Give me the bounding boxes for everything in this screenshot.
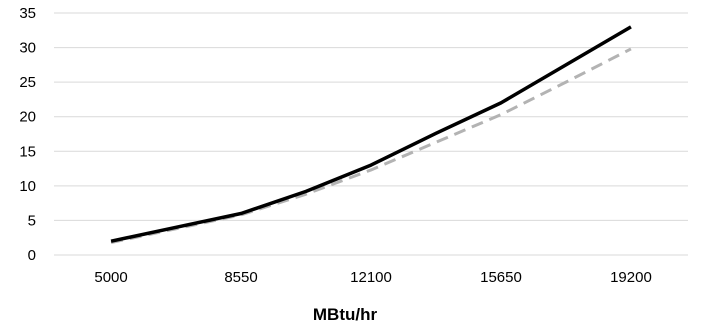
x-tick-label: 15650 [480,269,522,286]
gridlines [54,12,688,256]
y-tick-label: 35 [19,5,36,22]
series-lines [110,25,632,245]
x-axis-ticks: 5000 8550 12100 15650 19200 [94,269,651,286]
series-line-solid [110,25,632,243]
series-line-dashed [110,47,632,245]
x-tick-label: 12100 [350,269,392,286]
y-tick-label: 15 [19,143,36,160]
y-tick-label: 25 [19,74,36,91]
y-tick-label: 30 [19,40,36,57]
y-tick-label: 10 [19,178,36,195]
x-axis-label: MBtu/hr [313,305,378,324]
y-tick-label: 20 [19,109,36,126]
y-axis-ticks: 0 5 10 15 20 25 30 35 [19,5,36,264]
x-tick-label: 5000 [94,269,127,286]
x-tick-label: 19200 [610,269,652,286]
x-tick-label: 8550 [224,269,257,286]
y-tick-label: 5 [28,212,36,229]
y-tick-label: 0 [28,247,36,264]
